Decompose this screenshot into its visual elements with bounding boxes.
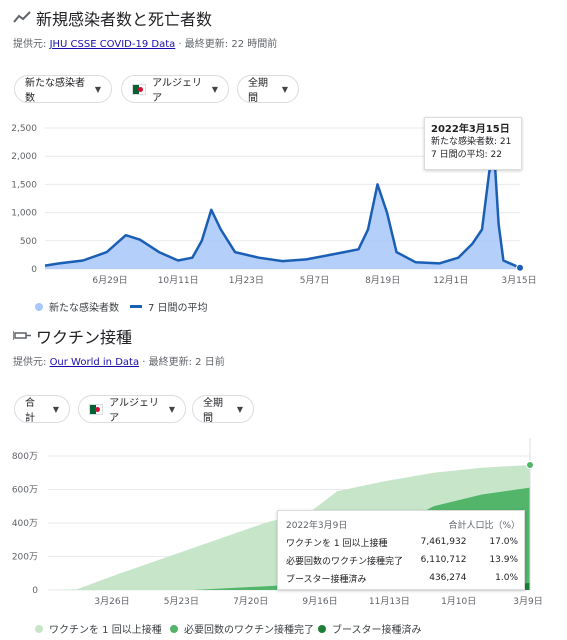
y-tick-label: 500 <box>20 237 37 247</box>
vaccine-tooltip: 2022年3月9日 合計 人口比（%） ワクチンを 1 回以上接種 7,461,… <box>277 510 525 590</box>
vaccine-source-link[interactable]: Our World in Data <box>49 357 140 368</box>
cases-metric-dropdown[interactable]: 新たな感染者数 ▼ <box>14 75 112 104</box>
tooltip-row: 必要回数のワクチン接種完了 6,110,712 13.9% <box>286 555 519 567</box>
tooltip-row: ワクチンを 1 回以上接種 7,461,932 17.0% <box>286 537 519 549</box>
y-tick-label: 400万 <box>12 519 38 529</box>
cases-country-dropdown[interactable]: アルジェリア ▼ <box>121 75 229 104</box>
vaccine-legend-one-dose: ワクチンを 1 回以上接種 <box>35 621 162 636</box>
chevron-down-icon: ▼ <box>94 84 101 94</box>
x-tick-label: 7月20日 <box>233 596 268 607</box>
cases-source: 提供元: JHU CSSE COVID-19 Data · 最終更新: 22 時… <box>13 39 278 50</box>
y-tick-label: 2,000 <box>11 152 37 162</box>
x-tick-label: 1月10日 <box>441 596 476 607</box>
cases-period-dropdown[interactable]: 全期間 ▼ <box>237 75 299 104</box>
y-tick-label: 600万 <box>12 486 38 496</box>
cases-average-line <box>44 146 521 269</box>
x-tick-label: 10月11日 <box>158 275 199 286</box>
x-tick-label: 9月16日 <box>302 596 337 607</box>
cases-legend-line: 7 日間の平均 <box>130 299 208 314</box>
y-tick-label: 0 <box>31 265 37 275</box>
y-tick-label: 1,500 <box>11 180 37 190</box>
x-tick-label: 8月19日 <box>365 275 400 286</box>
cases-tooltip: 2022年3月15日 新たな感染者数: 21 7 日間の平均: 22 <box>424 117 522 170</box>
x-tick-label: 11月13日 <box>369 596 410 607</box>
vaccine-country-dropdown[interactable]: アルジェリア ▼ <box>78 395 186 424</box>
tooltip-row: ブースター接種済み 436,274 1.0% <box>286 573 519 585</box>
y-tick-label: 2,500 <box>11 124 37 134</box>
y-tick-label: 0 <box>32 586 38 596</box>
chevron-down-icon: ▼ <box>281 84 288 94</box>
x-tick-label: 3月9日 <box>513 596 542 607</box>
cases-hover-point <box>516 263 524 272</box>
vaccine-hover-point <box>526 461 534 470</box>
algeria-flag-icon <box>89 403 104 415</box>
vaccine-title: ワクチン接種 <box>36 328 133 347</box>
y-tick-label: 800万 <box>12 452 38 462</box>
x-tick-label: 12月1日 <box>433 275 468 286</box>
trend-icon <box>13 11 31 23</box>
chevron-down-icon: ▼ <box>52 404 59 414</box>
vaccine-legend-booster: ブースター接種済み <box>318 621 422 636</box>
chevron-down-icon: ▼ <box>211 84 218 94</box>
syringe-icon <box>13 331 31 340</box>
algeria-flag-icon <box>132 83 147 95</box>
vaccine-legend-full: 必要回数のワクチン接種完了 <box>170 621 314 636</box>
x-tick-label: 1月23日 <box>229 275 264 286</box>
y-tick-label: 1,000 <box>11 209 37 219</box>
x-tick-label: 3月26日 <box>94 596 129 607</box>
x-tick-label: 5月7日 <box>300 275 329 286</box>
cases-legend-bars: 新たな感染者数 <box>35 299 119 314</box>
vaccine-metric-dropdown[interactable]: 合計 ▼ <box>14 395 70 424</box>
vaccine-source: 提供元: Our World in Data · 最終更新: 2 日前 <box>13 357 225 368</box>
cases-bars-area <box>45 147 520 269</box>
cases-title: 新規感染者数と死亡者数 <box>36 10 213 29</box>
cases-chart[interactable]: 0 500 1,000 1,500 2,000 2,500 6月29日 10月11日 1月23日… <box>0 120 567 290</box>
x-tick-label: 3月15日 <box>501 275 536 286</box>
y-tick-label: 200万 <box>12 553 38 563</box>
chevron-down-icon: ▼ <box>236 404 243 414</box>
vaccine-period-dropdown[interactable]: 全期間 ▼ <box>192 395 254 424</box>
cases-source-link[interactable]: JHU CSSE COVID-19 Data <box>49 39 176 50</box>
chevron-down-icon: ▼ <box>168 404 175 414</box>
x-tick-label: 6月29日 <box>92 275 127 286</box>
x-tick-label: 5月23日 <box>164 596 199 607</box>
